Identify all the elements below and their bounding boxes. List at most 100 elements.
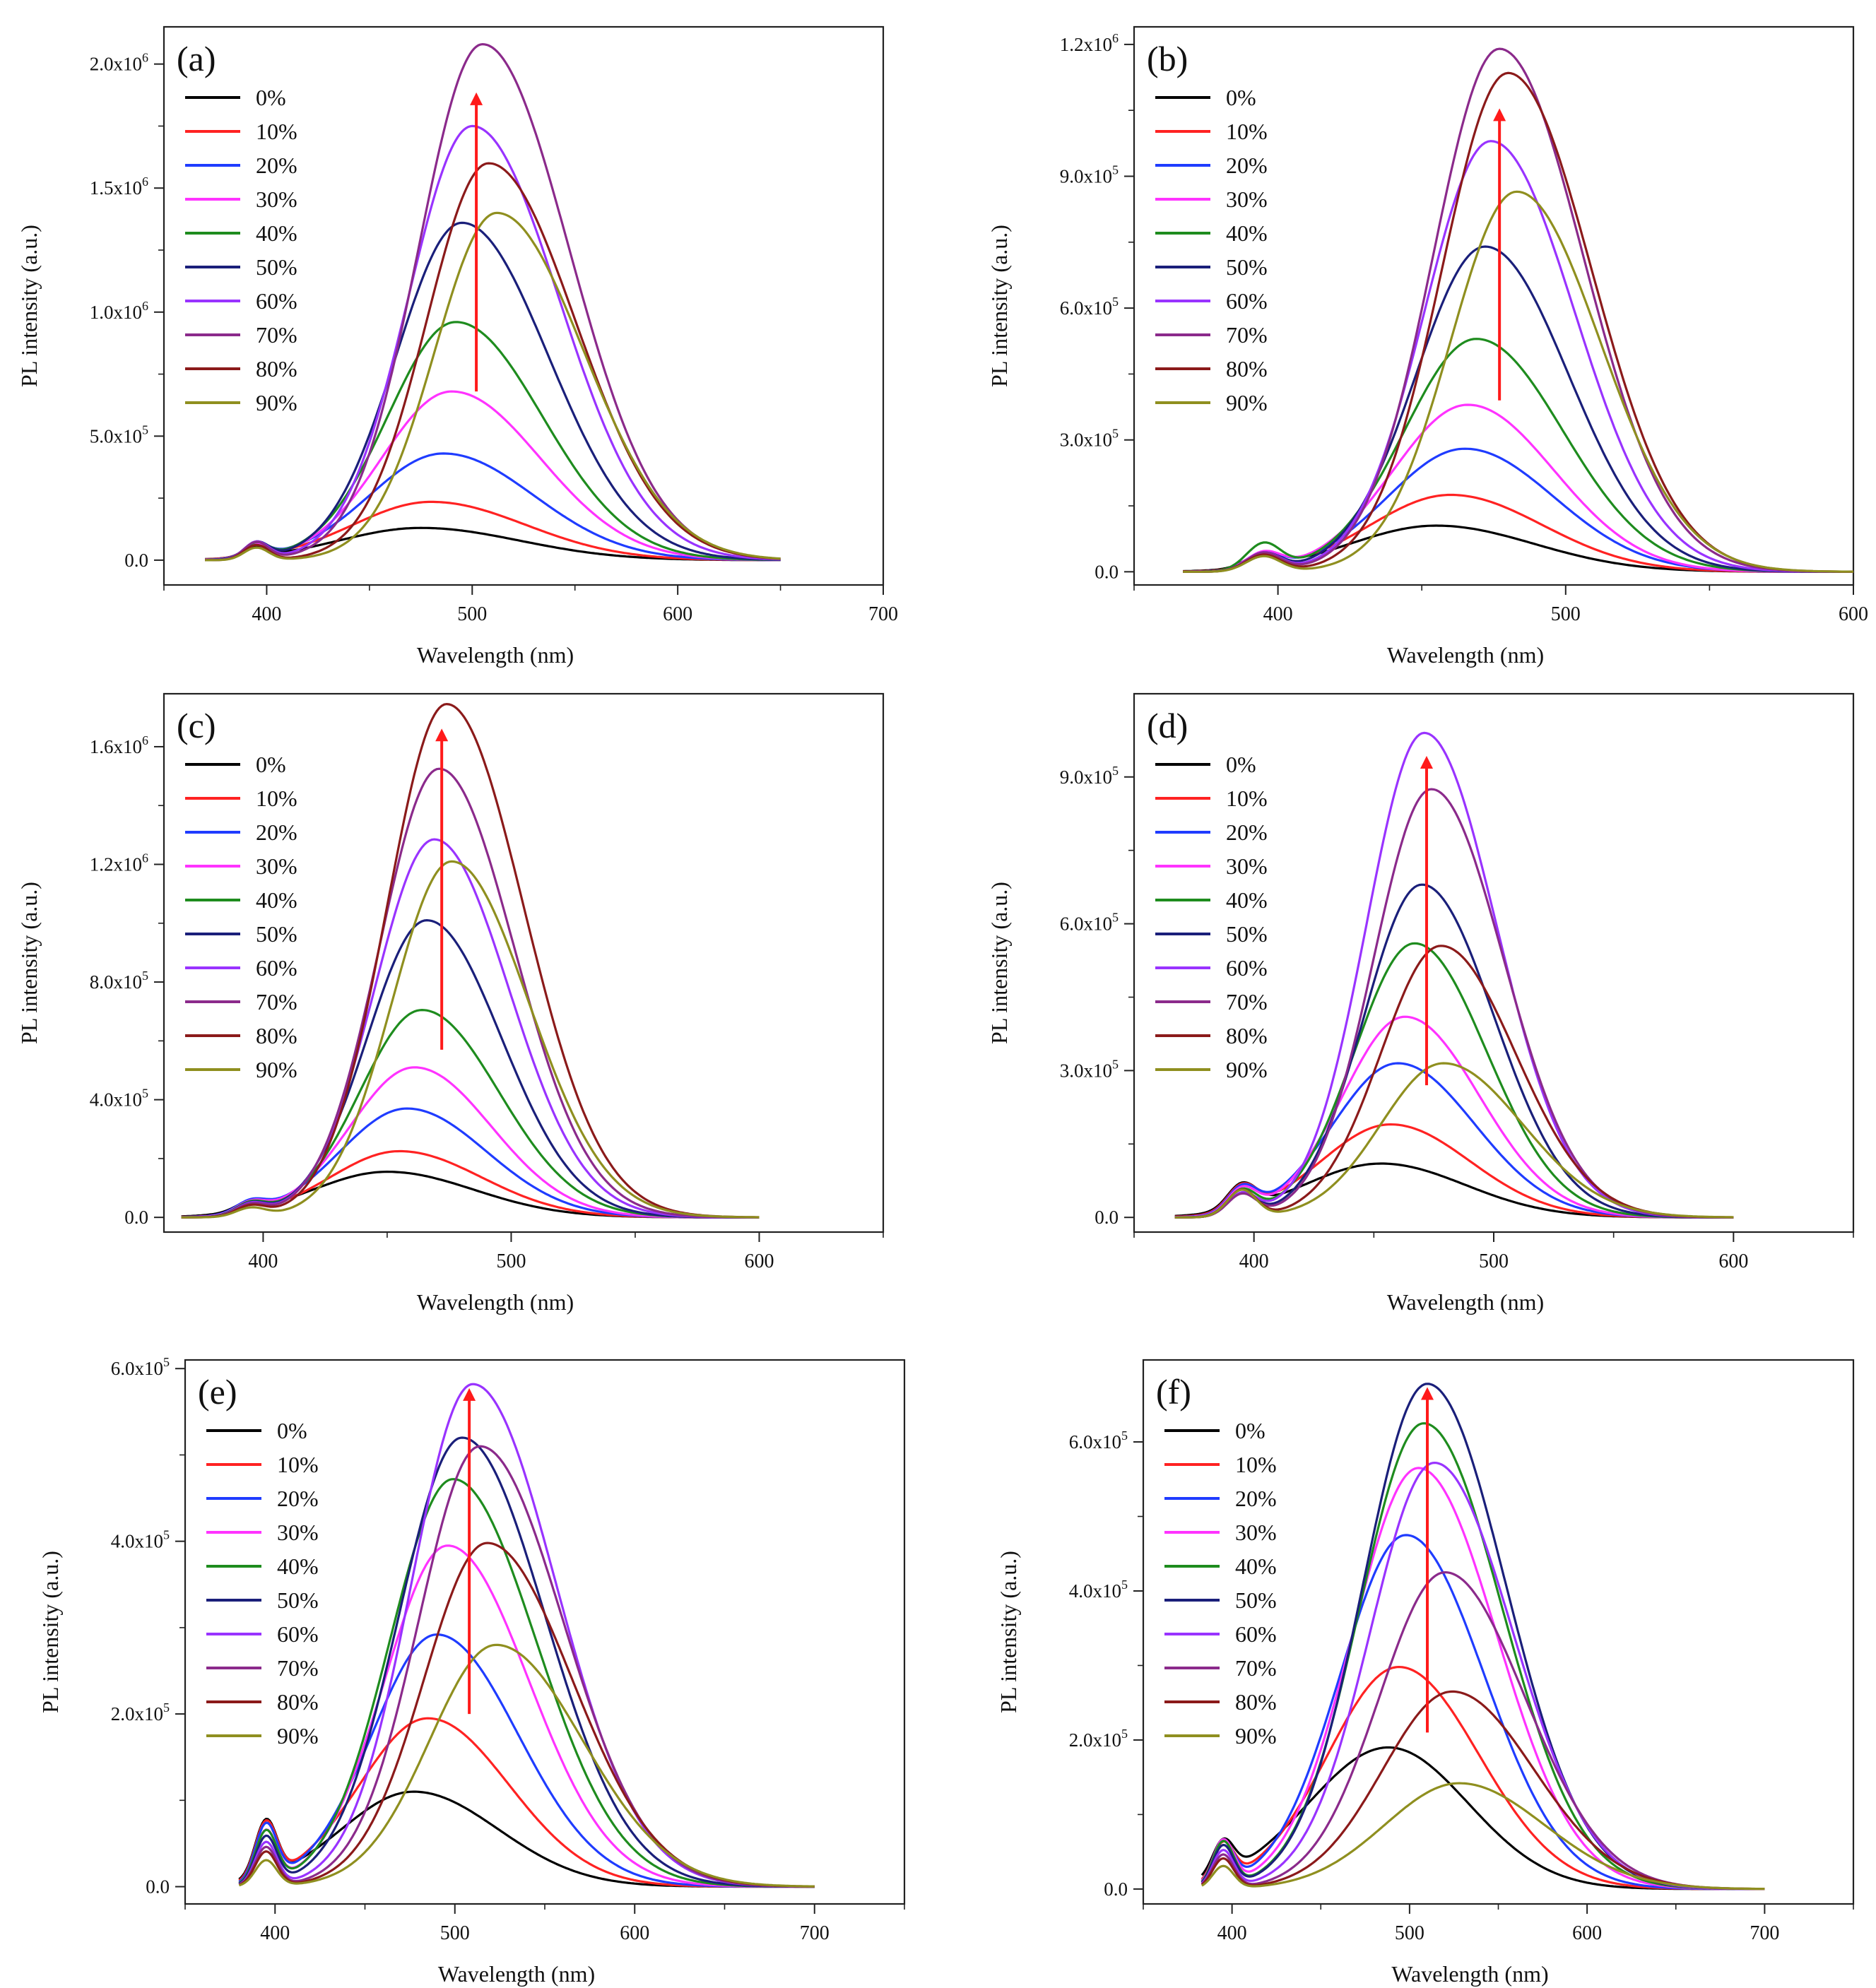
legend-label: 0% bbox=[1226, 752, 1256, 777]
y-tick-label: 0.0 bbox=[124, 550, 148, 571]
plot-frame bbox=[163, 692, 885, 1233]
legend-label: 60% bbox=[1235, 1621, 1277, 1647]
y-tick-label: 1.0x106 bbox=[90, 299, 148, 323]
y-tick-label: 4.0x105 bbox=[1069, 1578, 1128, 1602]
legend-label: 0% bbox=[1235, 1418, 1266, 1443]
legend-label: 30% bbox=[277, 1520, 319, 1545]
x-tick-label: 600 bbox=[663, 603, 692, 625]
panel-label: (e) bbox=[198, 1372, 237, 1412]
y-axis-label: PL intensity (a.u.) bbox=[986, 882, 1012, 1044]
series-line-40pct bbox=[238, 1478, 815, 1888]
legend-label: 40% bbox=[256, 887, 297, 913]
legend-label: 70% bbox=[256, 989, 297, 1014]
legend-label: 30% bbox=[1235, 1520, 1277, 1545]
legend-label: 90% bbox=[1226, 1057, 1268, 1082]
x-axis-label: Wavelength (nm) bbox=[438, 1961, 595, 1987]
legend-label: 70% bbox=[256, 322, 297, 348]
y-tick-label: 2.0x105 bbox=[111, 1700, 170, 1724]
x-tick-label: 400 bbox=[252, 603, 281, 625]
legend-label: 30% bbox=[256, 853, 297, 879]
legend-label: 30% bbox=[256, 187, 297, 212]
series-line-20pct bbox=[1200, 1534, 1765, 1891]
series-line-50pct bbox=[238, 1436, 815, 1888]
y-tick-label: 1.2x106 bbox=[1060, 31, 1119, 55]
y-tick-label: 5.0x105 bbox=[90, 422, 148, 446]
legend-label: 0% bbox=[277, 1418, 307, 1443]
y-tick-label: 9.0x105 bbox=[1060, 764, 1119, 788]
x-tick-label: 600 bbox=[1572, 1922, 1602, 1944]
legend-label: 90% bbox=[256, 1057, 297, 1082]
y-tick-label: 9.0x105 bbox=[1060, 162, 1119, 187]
legend-label: 0% bbox=[1226, 85, 1256, 110]
x-tick-label: 600 bbox=[744, 1250, 774, 1272]
legend-label: 80% bbox=[277, 1689, 319, 1715]
x-axis-label: Wavelength (nm) bbox=[417, 1289, 574, 1315]
legend-label: 40% bbox=[1235, 1554, 1277, 1579]
series-line-50pct bbox=[1174, 883, 1734, 1219]
legend-label: 80% bbox=[1226, 356, 1268, 381]
series-group bbox=[181, 702, 760, 1219]
legend-label: 10% bbox=[1226, 119, 1268, 144]
legend-label: 20% bbox=[1226, 153, 1268, 178]
plot-frame bbox=[163, 25, 885, 586]
series-line-80pct bbox=[205, 162, 781, 562]
y-tick-label: 0.0 bbox=[1095, 561, 1119, 582]
series-line-10pct bbox=[205, 500, 781, 562]
legend-label: 10% bbox=[1235, 1452, 1277, 1477]
y-tick-label: 1.6x106 bbox=[90, 733, 148, 757]
legend-label: 60% bbox=[256, 955, 297, 981]
legend-label: 50% bbox=[256, 921, 297, 947]
series-group bbox=[1200, 1383, 1765, 1891]
x-tick-label: 500 bbox=[1551, 603, 1581, 625]
legend-label: 60% bbox=[1226, 288, 1268, 314]
y-tick-label: 6.0x105 bbox=[1069, 1428, 1128, 1452]
series-line-70pct bbox=[238, 1445, 815, 1888]
y-tick-label: 2.0x106 bbox=[90, 51, 148, 75]
panel-label: (b) bbox=[1147, 39, 1188, 78]
x-tick-label: 400 bbox=[1239, 1250, 1269, 1272]
legend-label: 80% bbox=[256, 356, 297, 381]
series-line-40pct bbox=[1174, 942, 1734, 1219]
y-tick-label: 4.0x105 bbox=[90, 1087, 148, 1111]
legend-label: 80% bbox=[1235, 1689, 1277, 1715]
legend-label: 50% bbox=[1226, 254, 1268, 280]
x-axis-label: Wavelength (nm) bbox=[417, 642, 574, 668]
x-tick-label: 500 bbox=[1395, 1922, 1424, 1944]
legend-label: 50% bbox=[1235, 1587, 1277, 1613]
series-line-90pct bbox=[1174, 1062, 1734, 1219]
legend-label: 90% bbox=[1235, 1723, 1277, 1749]
y-axis-label: PL intensity (a.u.) bbox=[16, 882, 42, 1044]
x-tick-label: 500 bbox=[457, 603, 487, 625]
legend-label: 40% bbox=[1226, 220, 1268, 246]
y-axis-label: PL intensity (a.u.) bbox=[16, 225, 42, 387]
legend-label: 70% bbox=[1226, 322, 1268, 348]
y-tick-label: 6.0x105 bbox=[111, 1355, 170, 1379]
series-group bbox=[238, 1383, 815, 1888]
panel-label: (c) bbox=[177, 706, 216, 745]
legend-label: 40% bbox=[277, 1554, 319, 1579]
x-tick-label: 400 bbox=[1263, 603, 1293, 625]
panel-label: (d) bbox=[1147, 706, 1188, 745]
y-tick-label: 8.0x105 bbox=[90, 969, 148, 993]
series-group bbox=[1174, 731, 1734, 1219]
x-axis-label: Wavelength (nm) bbox=[1387, 642, 1544, 668]
legend-label: 70% bbox=[1235, 1655, 1277, 1681]
x-tick-label: 400 bbox=[260, 1922, 290, 1944]
y-axis-label: PL intensity (a.u.) bbox=[996, 1551, 1021, 1713]
x-tick-label: 700 bbox=[868, 603, 898, 625]
y-tick-label: 3.0x105 bbox=[1060, 1057, 1119, 1081]
x-tick-label: 600 bbox=[620, 1922, 649, 1944]
legend-label: 80% bbox=[256, 1023, 297, 1048]
legend-label: 20% bbox=[277, 1486, 319, 1511]
legend-label: 10% bbox=[1226, 786, 1268, 811]
legend-label: 20% bbox=[1226, 820, 1268, 845]
series-line-90pct bbox=[181, 860, 760, 1219]
legend-label: 90% bbox=[256, 390, 297, 415]
legend-label: 90% bbox=[277, 1723, 319, 1749]
legend-label: 80% bbox=[1226, 1023, 1268, 1048]
x-tick-label: 400 bbox=[248, 1250, 278, 1272]
y-tick-label: 1.5x106 bbox=[90, 174, 148, 199]
x-tick-label: 600 bbox=[1839, 603, 1868, 625]
series-group bbox=[1183, 47, 1853, 573]
x-tick-label: 700 bbox=[800, 1922, 830, 1944]
